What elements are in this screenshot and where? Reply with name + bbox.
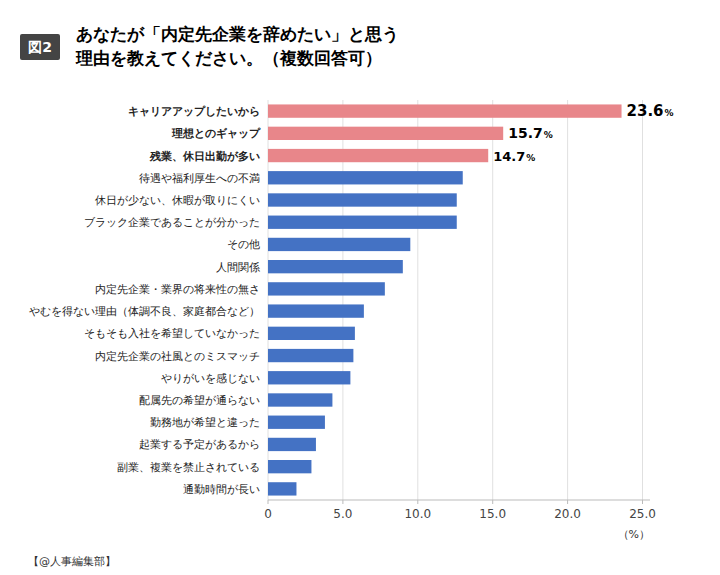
background [0, 0, 720, 575]
category-label: 残業、休日出勤が多い [149, 150, 260, 163]
category-label: 内定先企業の社風とのミスマッチ [95, 350, 260, 363]
chart: 図2 あなたが「内定先企業を辞めたい」と思う理由を教えてください。（複数回答可） 0… [0, 0, 720, 575]
category-label: 内定先企業・業界の将来性の無さ [95, 283, 260, 296]
bar [268, 460, 311, 473]
tick-mark [268, 500, 269, 504]
bar [268, 193, 457, 206]
grid [268, 100, 643, 500]
category-label: キャリアアップしたいから [128, 105, 260, 118]
bar [268, 127, 503, 140]
category-label: 人間関係 [216, 261, 260, 274]
bar [268, 216, 457, 229]
category-label: 起業する予定があるから [139, 438, 260, 451]
category-label: 通勤時間が長い [183, 483, 260, 496]
category-label: やりがいを感じない [161, 372, 260, 385]
category-label: そもそも入社を希望していなかった [84, 327, 260, 340]
data-label: 15.7% [508, 125, 553, 141]
bar [268, 149, 488, 162]
data-label-unit: % [526, 153, 535, 163]
category-label: その他 [227, 238, 260, 251]
x-axis-line [268, 500, 650, 501]
tick-mark [342, 500, 343, 504]
title-line: あなたが「内定先企業を辞めたい」と思う [76, 24, 399, 44]
data-label-number: 15.7 [508, 125, 543, 141]
bar [268, 171, 463, 184]
tick-mark [417, 500, 418, 504]
tick-label: 10.0 [404, 507, 431, 521]
bar [268, 304, 364, 317]
bar [268, 327, 355, 340]
bar [268, 104, 622, 117]
bar [268, 260, 403, 273]
bars [268, 104, 622, 495]
tick-label: 5.0 [333, 507, 352, 521]
bar [268, 416, 325, 429]
title: あなたが「内定先企業を辞めたい」と思う理由を教えてください。（複数回答可） [75, 24, 399, 68]
data-label: 23.6% [627, 102, 674, 120]
grid-line [567, 100, 568, 500]
figure-label: 図2 [28, 39, 52, 55]
figure-label-box [20, 34, 60, 60]
data-label-number: 23.6 [627, 102, 664, 120]
bar [268, 438, 316, 451]
title-line: 理由を教えてください。（複数回答可） [75, 48, 382, 68]
x-axis-label: （%） [618, 528, 650, 541]
data-label: 14.7% [493, 149, 535, 164]
category-label: 勤務地が希望と違った [150, 416, 260, 429]
category-label: 理想とのギャップ [171, 127, 261, 140]
category-label: 副業、複業を禁止されている [117, 461, 260, 474]
bar [268, 282, 385, 295]
tick-mark [642, 500, 643, 504]
tick-label: 15.0 [479, 507, 506, 521]
data-label-unit: % [544, 130, 553, 140]
category-label: ブラック企業であることが分かった [84, 216, 260, 229]
grid-line [642, 100, 643, 500]
footer: 【@人事編集部】 [28, 555, 116, 568]
category-label: 配属先の希望が通らない [139, 394, 260, 407]
category-label: 休日が少ない、休暇が取りにくい [95, 194, 260, 207]
bar [268, 349, 353, 362]
bar [268, 371, 350, 384]
tick-mark [567, 500, 568, 504]
data-label-number: 14.7 [493, 149, 525, 164]
tick-label: 20.0 [554, 507, 581, 521]
tick-label: 25.0 [629, 507, 656, 521]
tick-label: 0 [264, 507, 272, 521]
data-label-unit: % [665, 108, 674, 118]
bar [268, 482, 296, 495]
category-label: やむを得ない理由（体調不良、家庭都合など） [29, 305, 260, 318]
bar [268, 393, 332, 406]
bar [268, 238, 410, 251]
category-label: 待遇や福利厚生への不満 [139, 172, 260, 185]
tick-mark [492, 500, 493, 504]
